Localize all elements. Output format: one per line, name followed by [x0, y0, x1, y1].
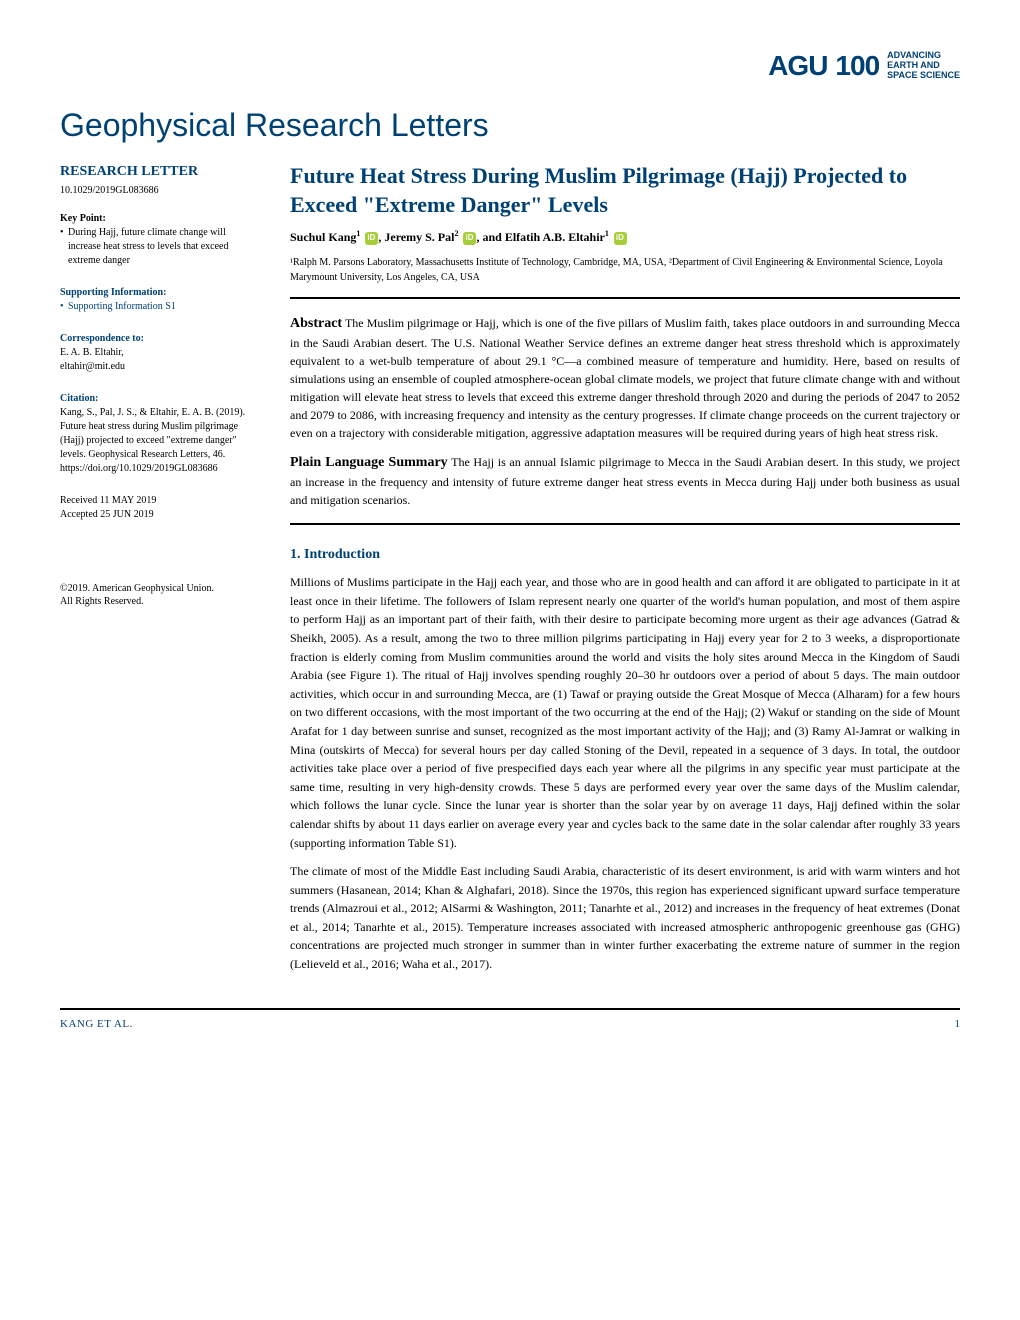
section-1-heading: 1. Introduction: [290, 547, 960, 563]
article-type-label: RESEARCH LETTER: [60, 162, 260, 182]
author-1-sup: 1: [356, 229, 360, 238]
intro-para-1: Millions of Muslims participate in the H…: [290, 573, 960, 852]
tagline-3: SPACE SCIENCE: [887, 71, 960, 81]
divider-top: [290, 297, 960, 299]
affiliations: ¹Ralph M. Parsons Laboratory, Massachuse…: [290, 255, 960, 285]
footer-authors: KANG ET AL.: [60, 1018, 133, 1030]
copyright-section: ©2019. American Geophysical Union. All R…: [60, 582, 260, 608]
intro-para-2: The climate of most of the Middle East i…: [290, 862, 960, 974]
agu-100-text: 100: [835, 50, 879, 82]
agu-tagline: ADVANCING EARTH AND SPACE SCIENCE: [887, 51, 960, 81]
correspondence-section: Correspondence to: E. A. B. Eltahir, elt…: [60, 332, 260, 374]
key-point-section: Key Point: During Hajj, future climate c…: [60, 212, 260, 268]
plain-summary-block: Plain Language Summary The Hajj is an an…: [290, 452, 960, 509]
abstract-text: The Muslim pilgrimage or Hajj, which is …: [290, 316, 960, 440]
header-top: AGU 100 ADVANCING EARTH AND SPACE SCIENC…: [60, 50, 960, 82]
article-title: Future Heat Stress During Muslim Pilgrim…: [290, 162, 960, 219]
citation-section: Citation: Kang, S., Pal, J. S., & Eltahi…: [60, 392, 260, 476]
abstract-label: Abstract: [290, 316, 342, 331]
abstract-block: Abstract The Muslim pilgrimage or Hajj, …: [290, 313, 960, 442]
correspondence-email[interactable]: eltahir@mit.edu: [60, 360, 260, 374]
page-footer: KANG ET AL. 1: [60, 1008, 960, 1030]
citation-label: Citation:: [60, 392, 260, 406]
journal-title: Geophysical Research Letters: [60, 107, 960, 144]
copyright-line1: ©2019. American Geophysical Union.: [60, 582, 260, 595]
supporting-item[interactable]: Supporting Information S1: [60, 300, 260, 314]
author-1: Suchul Kang: [290, 230, 356, 244]
supporting-label: Supporting Information:: [60, 286, 260, 300]
supporting-info-section: Supporting Information: Supporting Infor…: [60, 286, 260, 314]
key-point-label: Key Point:: [60, 212, 260, 226]
dates-section: Received 11 MAY 2019 Accepted 25 JUN 201…: [60, 494, 260, 522]
author-3-sup: 1: [605, 229, 609, 238]
received-date: Received 11 MAY 2019: [60, 494, 260, 508]
orcid-icon[interactable]: [463, 232, 476, 245]
author-3: Elfatih A.B. Eltahir: [505, 230, 605, 244]
correspondence-name: E. A. B. Eltahir,: [60, 346, 260, 360]
agu-text: AGU: [768, 50, 827, 82]
key-point-item: During Hajj, future climate change will …: [60, 226, 260, 268]
orcid-icon[interactable]: [614, 232, 627, 245]
citation-text: Kang, S., Pal, J. S., & Eltahir, E. A. B…: [60, 406, 260, 476]
agu-logo: AGU 100 ADVANCING EARTH AND SPACE SCIENC…: [768, 50, 960, 82]
main-content-grid: RESEARCH LETTER 10.1029/2019GL083686 Key…: [60, 162, 960, 984]
article-content: Future Heat Stress During Muslim Pilgrim…: [290, 162, 960, 984]
plain-summary-label: Plain Language Summary: [290, 455, 448, 470]
correspondence-label: Correspondence to:: [60, 332, 260, 346]
sidebar: RESEARCH LETTER 10.1029/2019GL083686 Key…: [60, 162, 260, 984]
divider-bottom: [290, 523, 960, 525]
footer-page-number: 1: [955, 1018, 961, 1030]
accepted-date: Accepted 25 JUN 2019: [60, 508, 260, 522]
author-2: Jeremy S. Pal: [384, 230, 454, 244]
doi: 10.1029/2019GL083686: [60, 184, 260, 198]
author-2-sup: 2: [454, 229, 458, 238]
orcid-icon[interactable]: [365, 232, 378, 245]
authors-line: Suchul Kang1 , Jeremy S. Pal2 , and Elfa…: [290, 229, 960, 245]
copyright-line2: All Rights Reserved.: [60, 595, 260, 608]
